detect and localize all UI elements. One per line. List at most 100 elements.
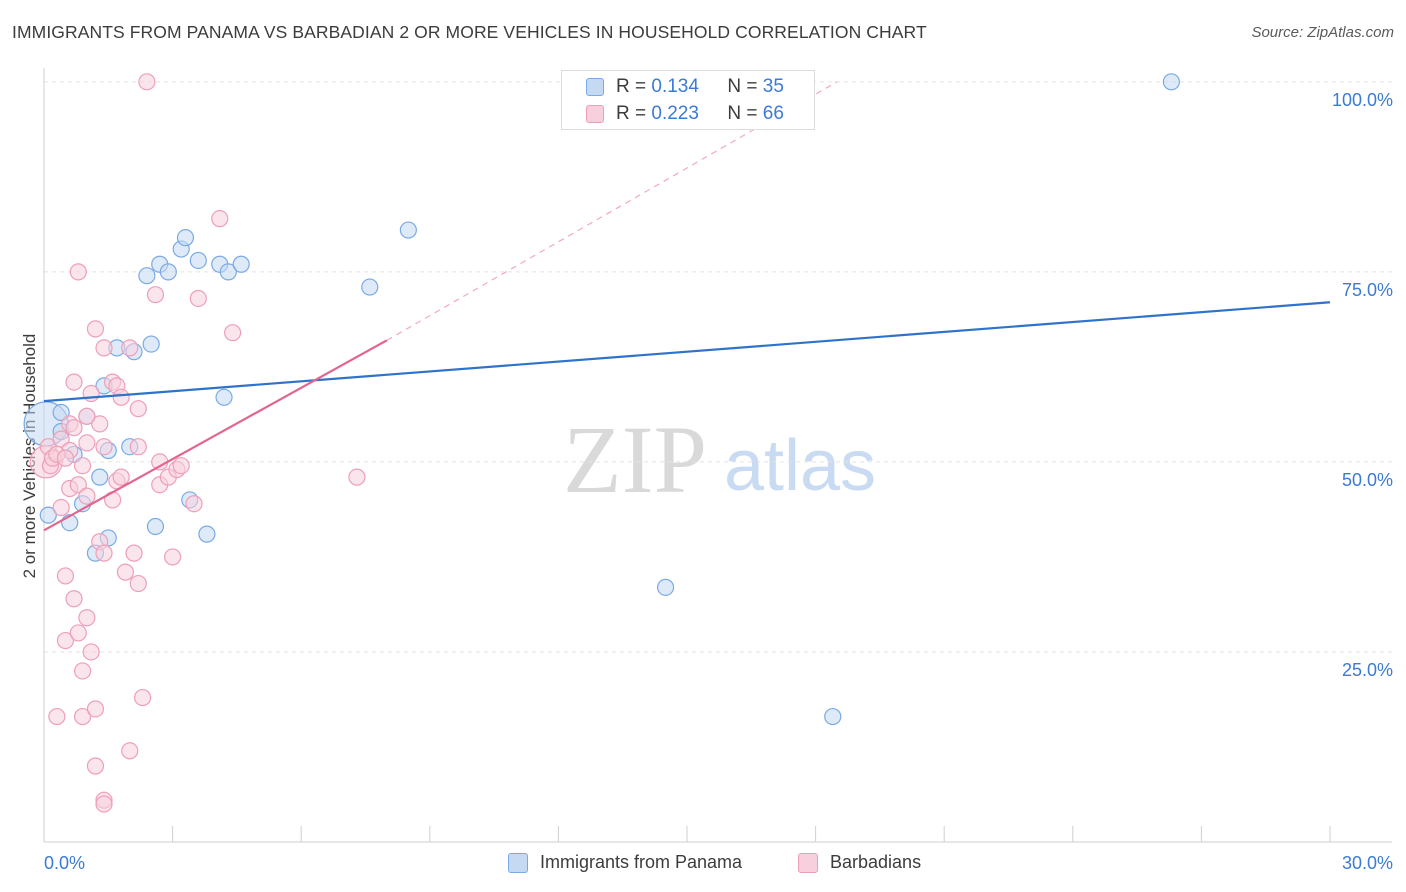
barbadian-point — [116, 563, 135, 581]
x-tick-labels: 0.0% 30.0% — [44, 853, 1393, 873]
panama-point — [361, 278, 379, 296]
legend-r-value-panama: 0.134 — [651, 76, 699, 97]
barbadian-point — [65, 419, 83, 437]
panama-point — [399, 221, 417, 239]
barbadian-point — [95, 438, 113, 456]
barbadian-point — [78, 407, 96, 425]
legend-item-panama[interactable]: Immigrants from Panama — [508, 852, 742, 873]
legend-r-label: R = — [616, 76, 647, 97]
panama-point — [198, 525, 216, 543]
y-tick-labels: 25.0% 50.0% 75.0% 100.0% — [1332, 90, 1393, 680]
legend-swatch-panama — [508, 852, 528, 873]
x-tick-label: 0.0% — [44, 853, 85, 873]
panama-point — [91, 468, 109, 486]
barbadian-point — [73, 662, 92, 680]
barbadian-point — [69, 263, 87, 281]
barbadian-point — [129, 438, 147, 456]
watermark: ZIP atlas — [563, 406, 876, 513]
barbadian-point — [138, 73, 156, 91]
y-tick-label: 25.0% — [1342, 660, 1393, 680]
barbadian-point — [48, 707, 66, 726]
legend-swatch-panama — [586, 78, 604, 96]
legend-n-value-barbadians: 66 — [762, 103, 784, 124]
barbadian-point — [348, 468, 366, 486]
panama-point — [232, 255, 250, 273]
barbadian-point — [69, 624, 87, 642]
y-tick-label: 75.0% — [1342, 280, 1393, 300]
y-tick-label: 50.0% — [1342, 470, 1393, 490]
legend-item-barbadians[interactable]: Barbadians — [798, 852, 921, 873]
panama-point — [138, 267, 156, 285]
barbadian-point — [95, 339, 113, 357]
panama-point — [176, 229, 195, 247]
barbadian-point — [224, 324, 242, 342]
barbadian-point — [56, 631, 75, 650]
barbadian-point — [56, 567, 75, 585]
panama-point — [52, 403, 70, 422]
trend-line-panama — [43, 301, 1331, 403]
panama-point — [159, 263, 177, 281]
stats-legend: R = 0.134 N = 35 R = 0.223 N = 66 — [561, 70, 815, 130]
gridlines — [44, 81, 1392, 653]
barbadian-point — [91, 415, 109, 433]
legend-r-value-barbadians: 0.223 — [651, 103, 699, 124]
panama-point — [824, 707, 842, 726]
barbadian-point — [189, 289, 207, 308]
stats-legend-row-barbadians: R = 0.223 N = 66 — [586, 101, 784, 127]
barbadian-point — [172, 457, 190, 475]
legend-swatch-barbadians — [586, 105, 604, 123]
panama-point — [142, 335, 160, 353]
trend-line-barbadians — [43, 339, 388, 532]
barbadian-point — [129, 574, 147, 593]
barbadian-point — [65, 373, 83, 391]
legend-n-value-panama: 35 — [762, 76, 784, 97]
barbadian-point — [65, 590, 83, 608]
barbadian-point — [82, 384, 100, 403]
panama-point — [189, 251, 207, 270]
legend-n-label: N = — [727, 76, 758, 97]
barbadian-point — [73, 457, 92, 475]
watermark-zip: ZIP — [563, 406, 707, 513]
panama-point — [656, 578, 675, 596]
barbadian-point — [56, 449, 75, 467]
barbadian-point — [164, 548, 182, 566]
legend-label-barbadians: Barbadians — [830, 852, 922, 872]
barbadian-point — [112, 388, 130, 406]
barbadian-point — [125, 544, 143, 562]
barbadian-point — [86, 757, 105, 775]
x-tick-label: 30.0% — [1342, 853, 1393, 873]
series-barbadians-points — [29, 73, 366, 813]
barbadian-point — [73, 707, 92, 726]
panama-point — [1162, 73, 1180, 91]
series-legend: Immigrants from Panama Barbadians — [0, 852, 1406, 878]
barbadian-point — [95, 544, 113, 562]
legend-r-label: R = — [616, 103, 647, 124]
barbadian-point — [112, 468, 130, 486]
legend-n-label: N = — [727, 103, 758, 124]
series-panama-points — [23, 73, 1180, 726]
barbadian-point — [82, 643, 100, 661]
panama-point — [219, 263, 237, 281]
barbadian-point — [69, 476, 87, 494]
y-tick-label: 100.0% — [1332, 90, 1393, 110]
axes — [43, 68, 1392, 843]
barbadian-point — [133, 688, 152, 707]
panama-point — [39, 506, 57, 524]
barbadian-point — [86, 320, 105, 338]
panama-point — [146, 517, 165, 536]
chart-title: IMMIGRANTS FROM PANAMA VS BARBADIAN 2 OR… — [12, 22, 927, 42]
barbadian-point — [52, 498, 70, 517]
barbadian-point — [185, 495, 203, 513]
barbadian-point — [211, 210, 229, 228]
barbadian-point — [121, 339, 139, 357]
barbadian-point — [78, 434, 96, 452]
source-label: Source: ZipAtlas.com — [1251, 24, 1394, 41]
legend-label-panama: Immigrants from Panama — [540, 852, 743, 872]
barbadian-point — [78, 609, 96, 627]
barbadian-point — [121, 742, 139, 760]
barbadian-point — [95, 795, 113, 813]
watermark-atlas: atlas — [724, 426, 876, 506]
barbadian-point — [146, 286, 165, 304]
barbadian-point — [129, 400, 147, 418]
